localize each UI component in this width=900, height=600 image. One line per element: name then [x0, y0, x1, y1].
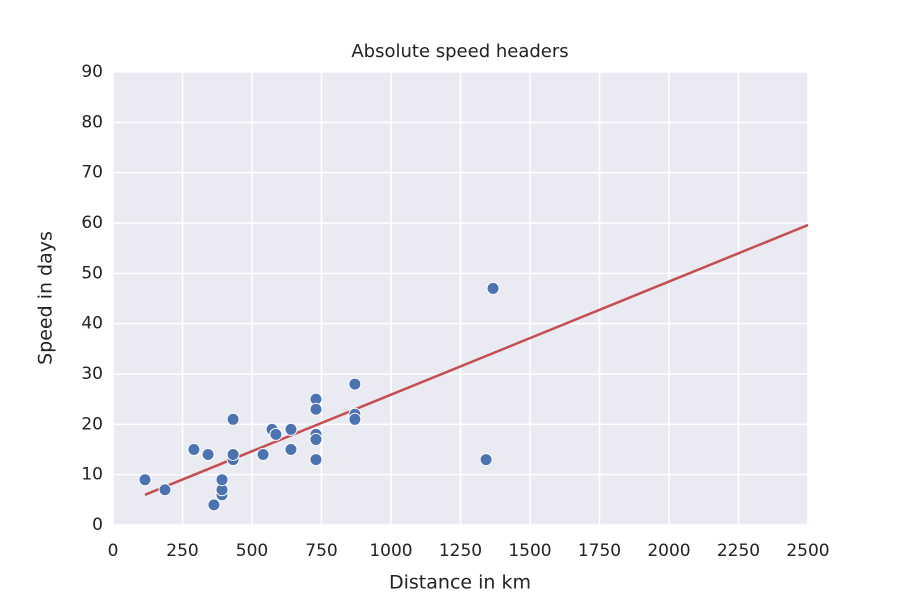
- point: [138, 473, 152, 487]
- point: [226, 448, 240, 462]
- x-tick-label: 500: [236, 541, 268, 561]
- y-tick-label: 90: [81, 62, 103, 82]
- point: [309, 432, 323, 446]
- point: [348, 377, 362, 391]
- x-axis-label: Distance in km: [389, 572, 531, 594]
- trend-line: [144, 223, 809, 496]
- y-axis-label: Speed in days: [35, 231, 57, 365]
- point: [207, 498, 221, 512]
- x-tick-label: 750: [305, 541, 337, 561]
- x-tick-label: 2250: [717, 541, 760, 561]
- y-tick-label: 60: [81, 213, 103, 233]
- x-tick-label: 2500: [786, 541, 829, 561]
- point: [284, 422, 298, 436]
- point: [309, 402, 323, 416]
- point: [486, 281, 500, 295]
- point: [226, 412, 240, 426]
- y-tick-label: 10: [81, 465, 103, 485]
- point: [479, 453, 493, 467]
- chart-title: Absolute speed headers: [351, 41, 568, 62]
- y-tick-label: 80: [81, 112, 103, 132]
- y-tick-label: 50: [81, 263, 103, 283]
- x-tick-label: 1500: [508, 541, 551, 561]
- x-tick-label: 0: [108, 541, 119, 561]
- point: [201, 448, 215, 462]
- point: [284, 443, 298, 456]
- x-tick-label: 2000: [647, 541, 690, 561]
- y-tick-label: 20: [81, 414, 103, 434]
- point: [348, 412, 362, 426]
- y-tick-label: 70: [81, 163, 103, 183]
- x-tick-label: 1250: [439, 541, 482, 561]
- x-tick-label: 1000: [369, 541, 412, 561]
- point: [256, 448, 270, 462]
- point: [309, 453, 323, 467]
- y-tick-label: 0: [92, 515, 103, 535]
- x-tick-label: 250: [166, 541, 198, 561]
- point: [269, 427, 283, 441]
- x-tick-label: 1750: [578, 541, 621, 561]
- point: [215, 473, 229, 487]
- point: [187, 443, 201, 456]
- y-tick-label: 40: [81, 314, 103, 334]
- point: [158, 483, 172, 497]
- y-tick-label: 30: [81, 364, 103, 384]
